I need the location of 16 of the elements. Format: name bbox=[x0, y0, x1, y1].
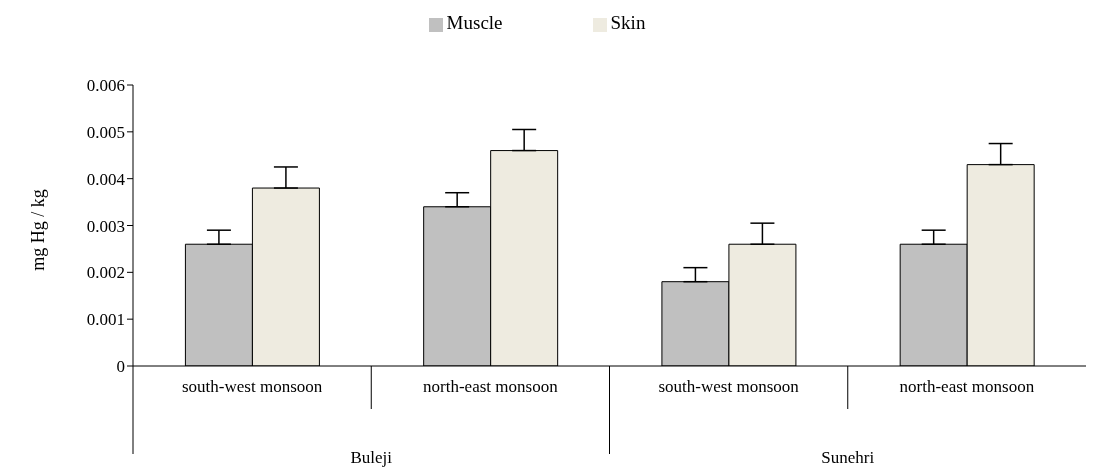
text: Sunehri bbox=[820, 448, 876, 468]
text: Buleji bbox=[349, 448, 394, 468]
x-tick-label: north-east monsoon bbox=[899, 377, 1035, 396]
y-tick-label: 0.001 bbox=[86, 310, 125, 330]
y-tick-label: 0.002 bbox=[86, 263, 125, 283]
y-tick-label: 0.004 bbox=[86, 169, 126, 189]
y-tick-label: 0.005 bbox=[86, 122, 125, 142]
y-axis-title: mg Hg / kg bbox=[27, 188, 49, 271]
y-tick-label: 0 bbox=[116, 357, 125, 377]
y-tick-label: 0.006 bbox=[86, 76, 125, 96]
x-tick-label: south-west monsoon bbox=[182, 377, 323, 396]
x-tick-label: south-west monsoon bbox=[658, 377, 800, 396]
legend-label: Skin bbox=[610, 12, 646, 33]
x-tick-label: north-east monsoon bbox=[423, 377, 559, 396]
y-tick-label: 0.003 bbox=[86, 216, 125, 236]
legend-label: Muscle bbox=[446, 12, 503, 33]
